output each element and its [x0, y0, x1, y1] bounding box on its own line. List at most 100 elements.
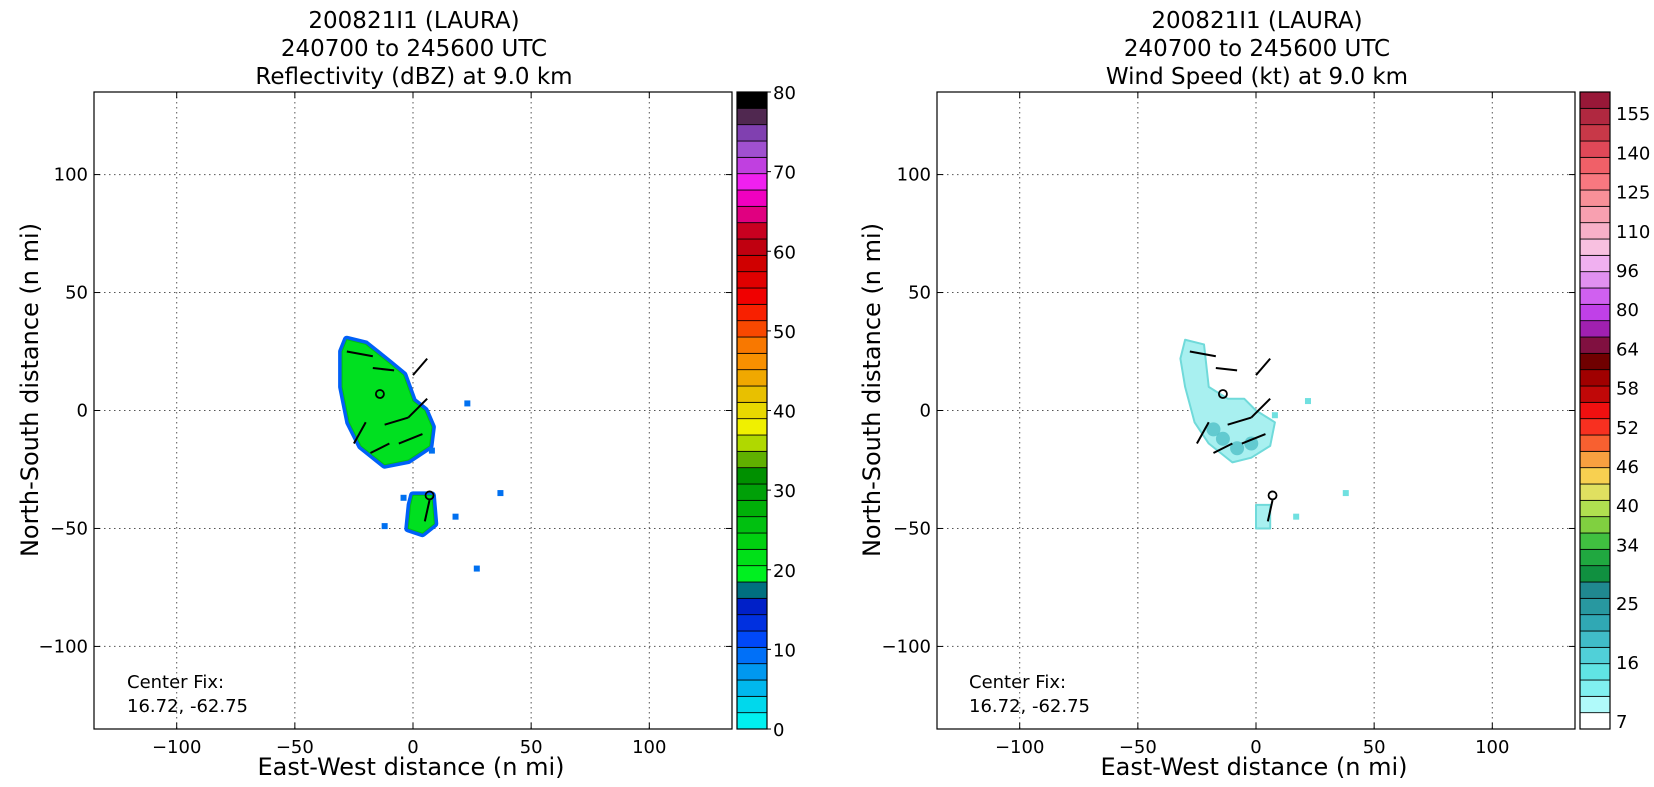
- echo-speck: [428, 447, 435, 454]
- echo-region: [341, 339, 433, 466]
- colorbar-segment: [1579, 663, 1611, 681]
- colorbar-segment: [736, 565, 768, 583]
- colorbar-segment: [736, 189, 768, 207]
- y-tick-label: 50: [65, 283, 88, 304]
- colorbar-segment: [1579, 516, 1611, 534]
- colorbar-segment: [1579, 450, 1611, 469]
- colorbar-tick-label: 20: [773, 561, 796, 582]
- colorbar-segment: [1579, 222, 1611, 240]
- wind-barb: [1255, 357, 1271, 376]
- y-tick-label: −50: [50, 518, 88, 539]
- wind-core-cell: [1206, 422, 1221, 437]
- colorbar-segment: [736, 271, 768, 289]
- x-tick-label: −50: [276, 737, 314, 758]
- wind-barb: [1213, 442, 1233, 454]
- x-tick-label: −50: [1119, 737, 1157, 758]
- colorbar-tick-label: 96: [1616, 261, 1639, 282]
- colorbar-segment: [736, 581, 768, 599]
- wind-core-cell: [1215, 431, 1230, 446]
- colorbar-tick-label: 46: [1616, 457, 1639, 478]
- x-tick-label: 0: [407, 737, 418, 758]
- colorbar-segment: [736, 173, 768, 191]
- title-line-2: 240700 to 245600 UTC: [1124, 36, 1390, 62]
- title-line-3: Wind Speed (kt) at 9.0 km: [1106, 64, 1408, 90]
- colorbar-segment: [1579, 614, 1611, 632]
- colorbar-segment: [736, 418, 768, 436]
- center-marker: [1218, 389, 1228, 399]
- wind-barb: [407, 397, 428, 419]
- echo-speck: [381, 523, 388, 530]
- echo-speck: [497, 490, 504, 497]
- wind-speed-panel: 200821I1 (LAURA) 240700 to 245600 UTC Wi…: [858, 8, 1650, 781]
- colorbar-tick-label: 52: [1616, 418, 1639, 439]
- colorbar-segment: [736, 646, 768, 665]
- colorbar-segment: [736, 679, 768, 697]
- colorbar-segment: [1579, 483, 1611, 501]
- colorbar-tick-label: 34: [1616, 535, 1639, 556]
- colorbar-segment: [736, 303, 768, 322]
- wind-barb: [1196, 421, 1210, 445]
- wind-barb: [1241, 433, 1266, 445]
- center-fix-value: 16.72, -62.75: [127, 696, 248, 717]
- colorbar-segment: [736, 597, 768, 616]
- center-marker: [375, 389, 385, 399]
- colorbar-segment: [736, 532, 768, 550]
- colorbar-tick-label: 64: [1616, 339, 1639, 360]
- wind-speck: [1342, 490, 1349, 497]
- wind-speck: [1293, 513, 1300, 520]
- center-marker: [424, 490, 435, 501]
- colorbar-segment: [736, 663, 768, 681]
- colorbar-segment: [1579, 532, 1611, 550]
- colorbar-segment: [736, 352, 768, 371]
- reflectivity-panel: 200821I1 (LAURA) 240700 to 245600 UTC Re…: [16, 8, 796, 781]
- x-tick-label: −100: [152, 737, 201, 758]
- colorbar-segment: [1579, 467, 1611, 485]
- colorbar-tick-label: 80: [773, 83, 796, 104]
- x-tick-label: 50: [1363, 737, 1386, 758]
- echo-speck: [452, 513, 459, 520]
- colorbar-segment: [1579, 565, 1611, 583]
- colorbar-segment: [736, 156, 768, 175]
- colorbar-segment: [1579, 712, 1611, 730]
- colorbar-tick-label: 40: [1616, 496, 1639, 517]
- colorbar-segment: [1579, 189, 1611, 207]
- wind-region: [1255, 503, 1272, 530]
- colorbar-tick-label: 110: [1616, 222, 1650, 243]
- colorbar-segment: [1579, 320, 1611, 338]
- colorbar-segment: [1579, 646, 1611, 665]
- colorbar-tick-label: 30: [773, 481, 796, 502]
- data-layer: [338, 335, 504, 572]
- wind-speck: [1304, 398, 1311, 405]
- plot-area: −100 −50 0 50 100 −100 −50 0 50 100: [39, 91, 733, 758]
- colorbar-segment: [736, 320, 768, 338]
- colorbar-tick-label: 50: [773, 322, 796, 343]
- echo-speck: [473, 565, 480, 572]
- y-tick-label: 100: [897, 165, 931, 186]
- x-tick-label: 100: [1475, 737, 1509, 758]
- colorbar-segment: [736, 222, 768, 240]
- x-tick-label: 100: [632, 737, 666, 758]
- colorbar-tick-label: 125: [1616, 183, 1650, 204]
- x-tick-label: −100: [995, 737, 1044, 758]
- wind-barb: [1266, 499, 1274, 522]
- colorbar: 7 16 25 34 40 46 52 58 64 80 96 110 125 140 155: [1579, 91, 1650, 733]
- colorbar-segment: [736, 483, 768, 501]
- colorbar-segment: [736, 385, 768, 403]
- wind-barb: [370, 442, 390, 454]
- wind-barb: [1227, 416, 1252, 426]
- colorbar-segment: [1579, 597, 1611, 616]
- colorbar-segment: [736, 205, 768, 224]
- wind-barb: [1250, 397, 1271, 419]
- wind-core-cell: [1230, 441, 1245, 456]
- wind-barb: [398, 433, 423, 445]
- colorbar-tick-label: 80: [1616, 300, 1639, 321]
- y-tick-label: 50: [908, 283, 931, 304]
- colorbar-tick-label: 16: [1616, 653, 1639, 674]
- colorbar-segment: [1579, 499, 1611, 518]
- center-fix-label: Center Fix:: [127, 672, 224, 693]
- y-tick-label: −100: [882, 636, 931, 657]
- wind-barb: [353, 421, 367, 445]
- colorbar-segment: [1579, 418, 1611, 436]
- colorbar-segment: [736, 336, 768, 354]
